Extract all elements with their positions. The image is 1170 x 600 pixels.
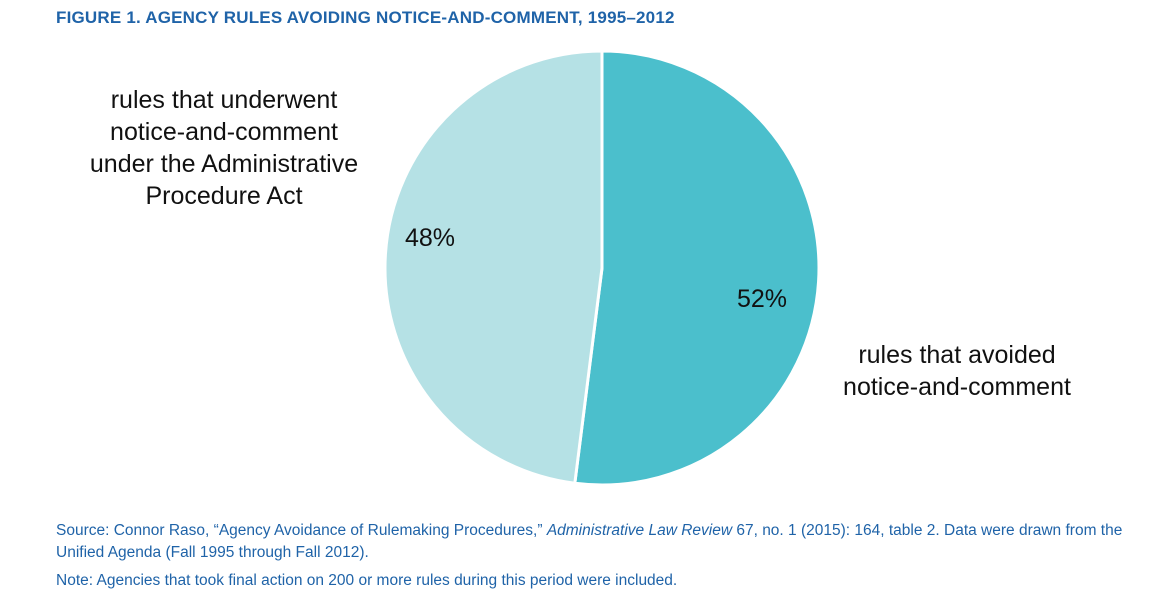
slice-value-label-avoided: 52% xyxy=(737,285,788,313)
category-label-avoided: rules that avoided notice-and-comment xyxy=(843,341,1071,401)
figure-title: FIGURE 1. AGENCY RULES AVOIDING NOTICE-A… xyxy=(56,8,675,27)
source-journal: Administrative Law Review xyxy=(546,522,733,539)
slice-value-label-underwent: 48% xyxy=(405,224,456,252)
pie-slice-avoided xyxy=(573,49,821,487)
inclusion-note: Note: Agencies that took final action on… xyxy=(56,572,678,589)
pie-slice-underwent xyxy=(383,49,604,485)
source-note: Source: Connor Raso, “Agency Avoidance o… xyxy=(56,520,1151,564)
category-label-underwent: rules that underwent notice-and-comment … xyxy=(89,86,359,210)
source-suffix: 67, no. 1 (2015): 164, table 2. Data wer… xyxy=(56,522,1123,561)
source-prefix: Source: Connor Raso, “Agency Avoidance o… xyxy=(56,522,547,539)
